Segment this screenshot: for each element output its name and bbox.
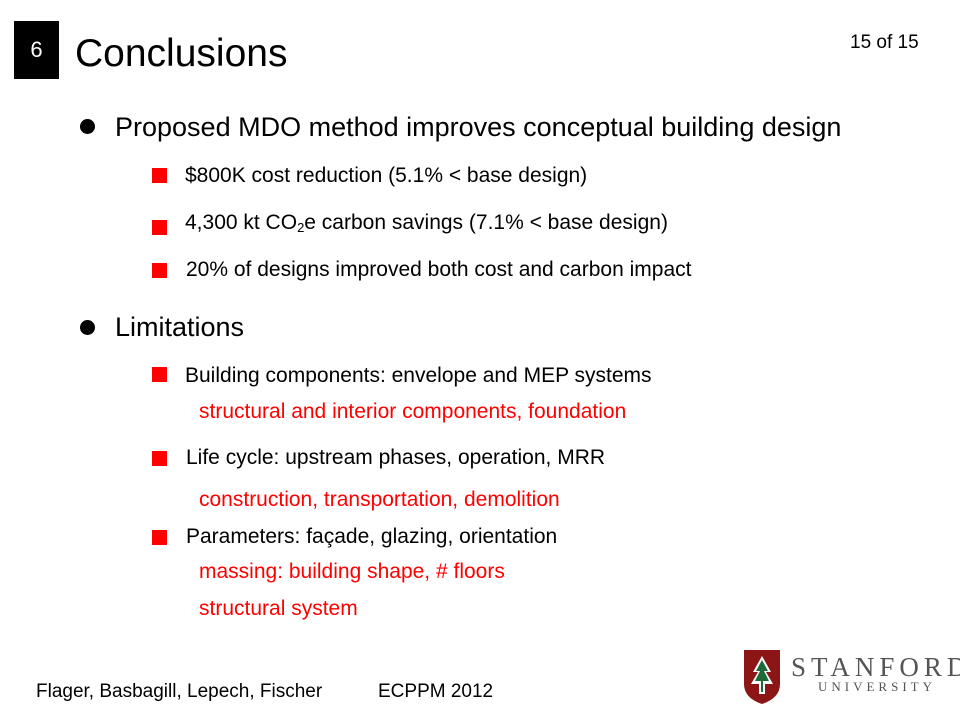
logo-wordmark: STANFORD bbox=[791, 652, 960, 682]
red-square-bullet-icon bbox=[152, 168, 167, 183]
page-indicator: 15 of 15 bbox=[850, 32, 919, 53]
sub-bullet-cost-reduction: $800K cost reduction (5.1% < base design… bbox=[185, 164, 588, 187]
stanford-logo-icon bbox=[744, 650, 780, 704]
limitation-note: structural and interior components, foun… bbox=[199, 400, 627, 423]
red-square-bullet-icon bbox=[152, 367, 167, 382]
sub-bullet-building-components: Building components: envelope and MEP sy… bbox=[185, 364, 652, 387]
bullet-dot-icon bbox=[80, 119, 95, 134]
bullet-conclusion-main: Proposed MDO method improves conceptual … bbox=[115, 112, 842, 142]
section-number-badge: 6 bbox=[14, 21, 59, 79]
bullet-dot-icon bbox=[80, 320, 95, 335]
sub-bullet-designs-improved: 20% of designs improved both cost and ca… bbox=[186, 258, 692, 281]
red-square-bullet-icon bbox=[152, 451, 167, 466]
sub-bullet-life-cycle: Life cycle: upstream phases, operation, … bbox=[186, 446, 606, 469]
red-square-bullet-icon bbox=[152, 220, 167, 235]
limitation-note: massing: building shape, # floors bbox=[199, 560, 505, 583]
sub-bullet-carbon-savings: 4,300 kt CO2e carbon savings (7.1% < bas… bbox=[185, 211, 668, 235]
limitation-note: structural system bbox=[199, 597, 358, 620]
limitation-note: construction, transportation, demolition bbox=[199, 488, 560, 511]
bullet-limitations: Limitations bbox=[115, 312, 245, 342]
red-square-bullet-icon bbox=[152, 263, 167, 278]
footer-authors: Flager, Basbagill, Lepech, Fischer bbox=[36, 681, 323, 702]
page-title: Conclusions bbox=[75, 32, 288, 75]
red-square-bullet-icon bbox=[152, 530, 167, 545]
footer-conference: ECPPM 2012 bbox=[378, 681, 494, 702]
sub-bullet-parameters: Parameters: façade, glazing, orientation bbox=[186, 525, 558, 548]
logo-subtitle: UNIVERSITY bbox=[818, 679, 936, 694]
